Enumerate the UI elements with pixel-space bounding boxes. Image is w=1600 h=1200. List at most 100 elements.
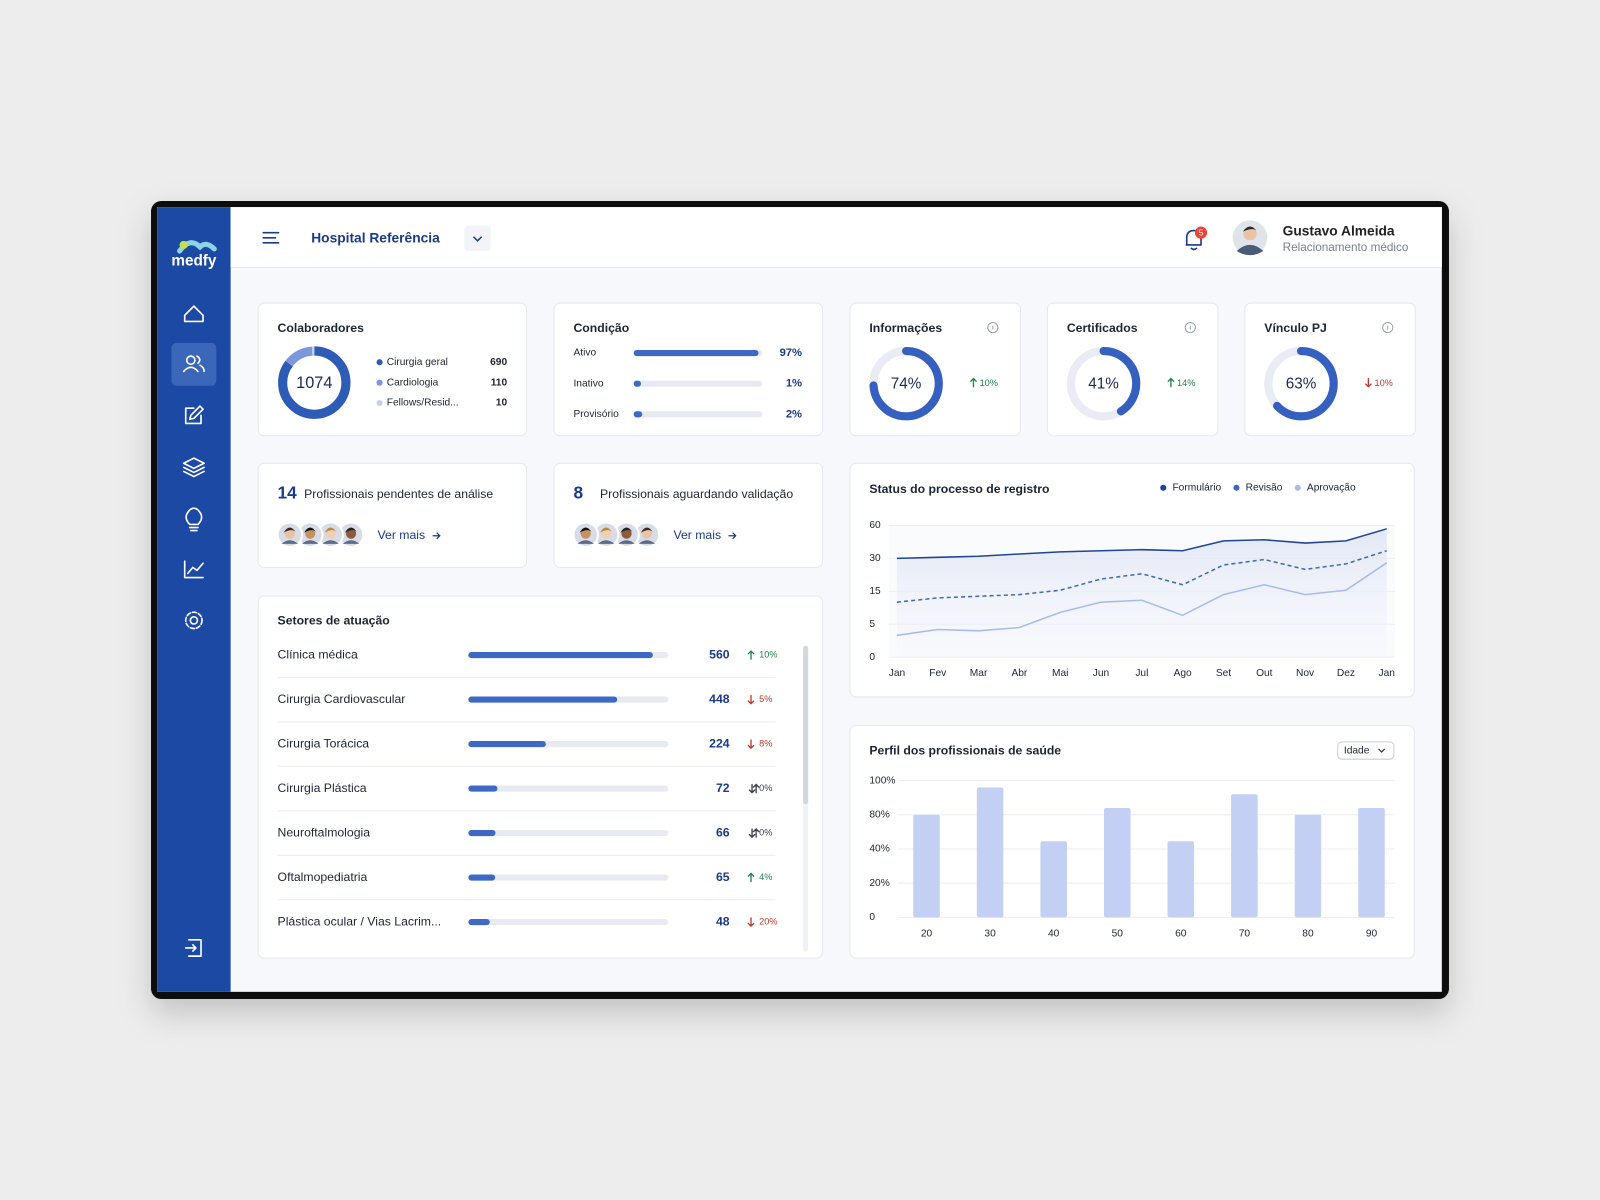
pending-text: Profissionais aguardando validação [600, 487, 793, 501]
legend-value: 110 [491, 377, 508, 388]
card-pending [553, 462, 823, 568]
bar [1167, 841, 1195, 918]
nav-reports[interactable] [183, 560, 204, 579]
avatar-face [284, 528, 295, 539]
info-icon [987, 321, 999, 334]
notification-count: 5 [1199, 228, 1204, 237]
nav-users[interactable] [182, 355, 205, 373]
bar [1358, 807, 1385, 918]
see-more-link[interactable]: Ver mais [673, 528, 721, 542]
x-tick-label: 50 [1112, 928, 1124, 939]
condition-label: Provisório [573, 409, 619, 420]
x-tick-label: 90 [1366, 928, 1378, 939]
x-tick-label: Jan [1379, 668, 1395, 679]
area [896, 528, 1387, 658]
info-icon [1184, 321, 1196, 334]
legend-label: Cirurgia geral [387, 357, 448, 368]
donut-arc [1066, 346, 1141, 421]
x-tick-label: 40 [1048, 928, 1060, 939]
avatar-face [621, 528, 632, 539]
x-tick-label: 80 [1302, 928, 1314, 939]
legend-dot [1294, 484, 1301, 491]
avatar-body [618, 540, 635, 544]
filter-label: Idade [1344, 746, 1370, 757]
line [896, 528, 1387, 560]
x-tick-label: Nov [1296, 668, 1315, 679]
pending-count: 8 [573, 482, 583, 502]
card-title: Setores de atuação [278, 614, 390, 628]
x-tick-label: Abr [1011, 668, 1027, 679]
card-pending [257, 462, 528, 568]
user-role: Relacionamento médico [1283, 241, 1409, 254]
trend-arrow [970, 377, 977, 388]
nav-layers[interactable] [182, 457, 205, 478]
sector-name: Clínica médica [278, 647, 358, 661]
legend-value: 690 [490, 357, 507, 368]
trend-arrow [1167, 377, 1175, 388]
legend-dot [376, 379, 383, 386]
avatar-hair [579, 527, 592, 533]
scrollbar-thumb[interactable] [803, 645, 809, 805]
bar [1103, 807, 1131, 918]
y-tick-label: 30 [869, 553, 881, 564]
notification-badge [1194, 226, 1208, 239]
y-tick-label: 80% [869, 809, 889, 820]
nav-edit[interactable] [184, 405, 204, 425]
nav-active-bg [171, 342, 217, 386]
legend-label: Cardiologia [387, 377, 439, 388]
x-tick-label: 20 [921, 928, 933, 939]
avatar-face [305, 528, 316, 539]
trend-value: 10% [980, 378, 998, 388]
x-tick-label: 70 [1239, 928, 1251, 939]
sector-change: 5% [759, 694, 772, 704]
filter-dropdown[interactable] [1337, 741, 1395, 760]
nav-settings[interactable] [184, 611, 203, 630]
avatar-hair [304, 527, 317, 533]
x-tick-label: Jan [889, 668, 905, 679]
card-title: Vínculo PJ [1264, 321, 1327, 335]
condition-value: 2% [786, 408, 802, 420]
donut-segment [278, 346, 351, 419]
donut-total: 1074 [296, 374, 332, 392]
legend-label: Aprovação [1307, 482, 1356, 493]
avatar-body [281, 540, 298, 544]
y-tick-label: 0 [869, 912, 875, 923]
hospital-dropdown[interactable] [464, 225, 491, 252]
sector-name: Neuroftalmologia [278, 825, 371, 839]
condition-label: Ativo [573, 348, 596, 359]
sector-change: 4% [759, 872, 772, 882]
trend-arrow [747, 739, 755, 750]
avatar-face [580, 528, 591, 539]
avatar-body [342, 540, 360, 544]
legend-label: Formulário [1172, 482, 1221, 493]
sector-change: 20% [759, 916, 777, 926]
nav-logout[interactable] [184, 938, 202, 957]
avatar-body [302, 540, 319, 544]
condition-value: 1% [786, 378, 802, 390]
x-tick-label: Mai [1052, 668, 1068, 679]
y-tick-label: 5 [869, 619, 875, 630]
legend-dot [376, 400, 383, 407]
legend-value: 10 [496, 398, 508, 409]
see-more-link[interactable]: Ver mais [378, 528, 426, 542]
donut-arc [1264, 346, 1338, 421]
nav-ideas[interactable] [185, 507, 203, 532]
bar [1231, 794, 1258, 918]
x-tick-label: Jun [1093, 668, 1109, 679]
user-avatar[interactable] [1232, 220, 1268, 256]
y-tick-label: 20% [869, 878, 889, 889]
nav-home[interactable] [183, 305, 204, 323]
card-title: Colaboradores [278, 321, 365, 335]
avatar-hair [344, 527, 358, 533]
x-tick-label: Ago [1174, 668, 1192, 679]
menu-button[interactable] [262, 231, 280, 244]
avatar-body [638, 540, 656, 544]
pending-count: 14 [278, 482, 298, 502]
sector-name: Plástica ocular / Vias Lacrim... [278, 914, 442, 928]
x-tick-label: Dez [1337, 668, 1355, 679]
trend-arrow [747, 917, 755, 928]
avatar-hair [283, 527, 296, 533]
bar [913, 814, 940, 918]
trend-arrow [747, 694, 755, 705]
